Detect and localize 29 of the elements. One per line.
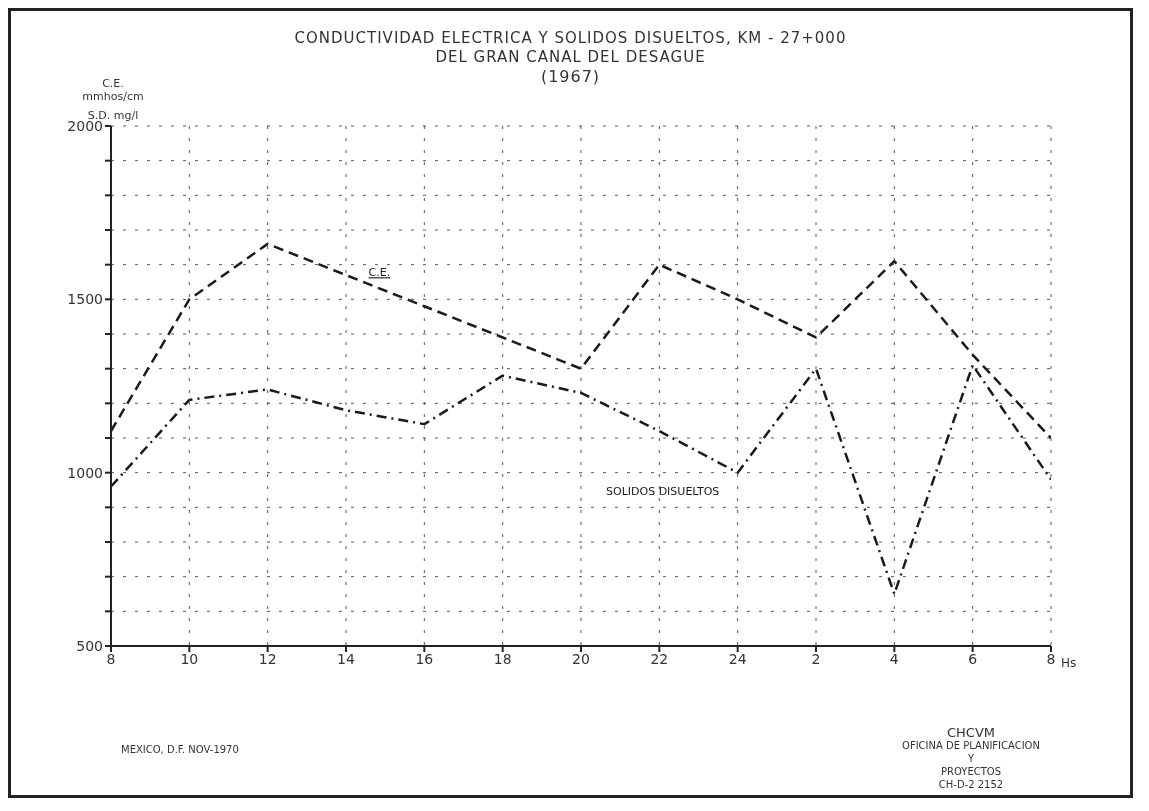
series-label: SOLIDOS DISUELTOS [606, 484, 720, 498]
text: CH-D-2 2152 [937, 778, 1005, 791]
series-label: C.E. [368, 266, 391, 280]
x-tick-label: 10 [180, 650, 199, 667]
text: CHCVM [945, 725, 996, 740]
y-tick-label: 1000 [67, 464, 103, 481]
y-tick-label: 500 [76, 637, 103, 654]
x-tick-label: 18 [493, 650, 512, 667]
x-tick-label: 4 [889, 650, 899, 667]
text: PROYECTOS [939, 765, 1002, 778]
x-tick-label: 14 [337, 650, 355, 667]
text: S.D. mg/l [87, 109, 140, 122]
x-tick-label: 6 [968, 650, 978, 667]
text: Y [966, 752, 976, 765]
x-tick-label: 20 [572, 650, 590, 667]
chart-subtitle: (1967) [540, 67, 601, 86]
x-tick-label: 8 [1046, 650, 1056, 667]
x-tick-label: 2 [811, 650, 821, 667]
x-tick-label: 24 [728, 650, 747, 667]
y-axis-title: C.E. mmhos/cm [81, 77, 145, 103]
text: MEXICO, D.F. NOV-1970 [121, 744, 239, 755]
y-tick-label: 1500 [67, 291, 103, 308]
x-tick-label: 12 [258, 650, 277, 667]
x-tick-label: 8 [106, 650, 116, 667]
x-tick-label: 16 [415, 650, 434, 667]
text: OFICINA DE PLANIFICACION [901, 739, 1041, 752]
x-tick-label: 22 [650, 650, 669, 667]
x-axis-title: Hs [1061, 656, 1077, 671]
chart-title: CONDUCTIVIDAD ELECTRICA Y SOLIDOS DISUELTOS, KM - 27+000 DEL GRAN CANAL DEL DESAGUE [293, 29, 848, 67]
